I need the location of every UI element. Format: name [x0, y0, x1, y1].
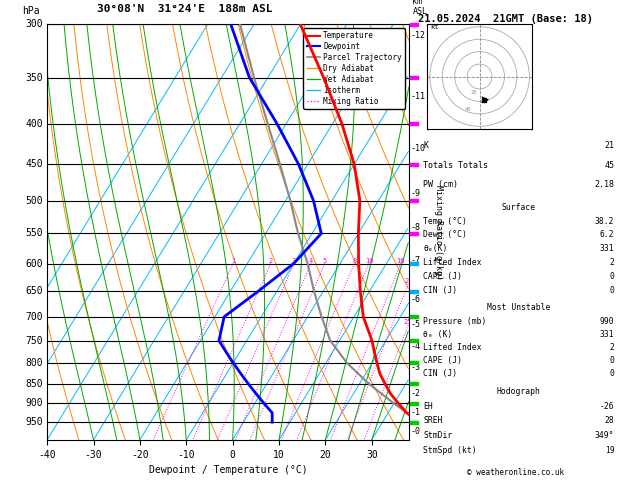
Text: 400: 400 — [25, 119, 43, 129]
Text: -7: -7 — [411, 256, 421, 265]
Text: -6: -6 — [411, 295, 421, 304]
Text: 700: 700 — [25, 312, 43, 322]
Text: 2: 2 — [269, 258, 273, 263]
Text: Surface: Surface — [502, 203, 536, 212]
Text: 750: 750 — [25, 335, 43, 346]
Text: 2: 2 — [610, 343, 615, 352]
Text: 3: 3 — [292, 258, 296, 263]
Text: 331: 331 — [600, 244, 615, 253]
Text: StmDir: StmDir — [423, 431, 453, 440]
Text: 21.05.2024  21GMT (Base: 18): 21.05.2024 21GMT (Base: 18) — [418, 14, 593, 24]
Text: 300: 300 — [25, 19, 43, 29]
Text: 450: 450 — [25, 159, 43, 169]
Text: -1: -1 — [411, 408, 421, 417]
Text: Pressure (mb): Pressure (mb) — [423, 316, 487, 326]
Text: 38.2: 38.2 — [595, 217, 615, 226]
Text: SREH: SREH — [423, 417, 443, 425]
Text: 349°: 349° — [595, 431, 615, 440]
Text: -12: -12 — [411, 31, 426, 40]
Text: PW (cm): PW (cm) — [423, 180, 459, 189]
Text: -26: -26 — [600, 401, 615, 411]
Text: StmSpd (kt): StmSpd (kt) — [423, 446, 477, 455]
Text: 0: 0 — [610, 356, 615, 365]
Text: 0: 0 — [610, 286, 615, 295]
Text: 1: 1 — [231, 258, 235, 263]
Text: 650: 650 — [25, 286, 43, 296]
Text: -5: -5 — [411, 320, 421, 329]
Text: 19: 19 — [604, 446, 615, 455]
Text: 5: 5 — [323, 258, 326, 263]
Text: Dewp (°C): Dewp (°C) — [423, 230, 467, 240]
Text: 16: 16 — [396, 258, 405, 263]
Text: CAPE (J): CAPE (J) — [423, 356, 462, 365]
Text: 10: 10 — [365, 258, 373, 263]
Text: 800: 800 — [25, 358, 43, 368]
Text: 0: 0 — [610, 369, 615, 378]
Text: -0: -0 — [411, 427, 421, 435]
Text: -8: -8 — [411, 223, 421, 232]
Text: θₑ(K): θₑ(K) — [423, 244, 448, 253]
Text: 6.2: 6.2 — [600, 230, 615, 240]
Text: 4: 4 — [309, 258, 313, 263]
Text: Totals Totals: Totals Totals — [423, 161, 489, 170]
Text: -11: -11 — [411, 92, 426, 101]
Text: kt: kt — [430, 24, 438, 30]
Text: CIN (J): CIN (J) — [423, 369, 457, 378]
Text: K: K — [423, 141, 428, 150]
Text: -9: -9 — [411, 189, 421, 198]
Text: 0: 0 — [610, 272, 615, 281]
Text: -4: -4 — [411, 342, 421, 350]
Text: 500: 500 — [25, 195, 43, 206]
Text: EH: EH — [423, 401, 433, 411]
Text: 950: 950 — [25, 417, 43, 427]
Text: 2.18: 2.18 — [594, 180, 615, 189]
Text: θₑ (K): θₑ (K) — [423, 330, 453, 339]
Text: -10: -10 — [411, 144, 426, 153]
Text: -3: -3 — [411, 364, 421, 372]
Text: Most Unstable: Most Unstable — [487, 303, 550, 312]
Text: km
ASL: km ASL — [413, 0, 428, 16]
Text: 900: 900 — [25, 399, 43, 408]
Text: Lifted Index: Lifted Index — [423, 258, 482, 267]
Text: 45: 45 — [604, 161, 615, 170]
Text: 2: 2 — [610, 258, 615, 267]
Text: Mixing Ratio (g/kg): Mixing Ratio (g/kg) — [434, 185, 443, 279]
Text: Temp (°C): Temp (°C) — [423, 217, 467, 226]
Text: 600: 600 — [25, 259, 43, 269]
Text: 8: 8 — [352, 258, 357, 263]
Text: Hodograph: Hodograph — [497, 387, 541, 396]
Text: Lifted Index: Lifted Index — [423, 343, 482, 352]
X-axis label: Dewpoint / Temperature (°C): Dewpoint / Temperature (°C) — [148, 465, 308, 475]
Text: 30°08'N  31°24'E  188m ASL: 30°08'N 31°24'E 188m ASL — [97, 4, 272, 14]
Text: 350: 350 — [25, 72, 43, 83]
Text: 28: 28 — [604, 417, 615, 425]
Text: 331: 331 — [600, 330, 615, 339]
Text: 40: 40 — [464, 107, 471, 112]
Legend: Temperature, Dewpoint, Parcel Trajectory, Dry Adiabat, Wet Adiabat, Isotherm, Mi: Temperature, Dewpoint, Parcel Trajectory… — [303, 28, 405, 109]
Text: hPa: hPa — [22, 6, 40, 16]
Text: 25: 25 — [404, 319, 413, 325]
Text: CAPE (J): CAPE (J) — [423, 272, 462, 281]
Text: 550: 550 — [25, 228, 43, 239]
Text: 20: 20 — [404, 278, 413, 284]
Text: 20: 20 — [470, 90, 477, 95]
Text: -2: -2 — [411, 389, 421, 398]
Text: © weatheronline.co.uk: © weatheronline.co.uk — [467, 468, 564, 477]
Text: 990: 990 — [600, 316, 615, 326]
Text: 21: 21 — [604, 141, 615, 150]
Text: 850: 850 — [25, 379, 43, 389]
Text: CIN (J): CIN (J) — [423, 286, 457, 295]
